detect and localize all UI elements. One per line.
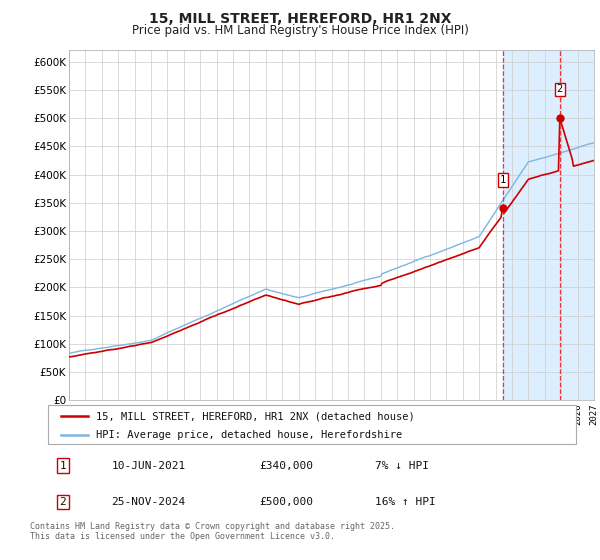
Text: £340,000: £340,000 (259, 460, 313, 470)
Text: 1: 1 (500, 175, 506, 185)
Text: 7% ↓ HPI: 7% ↓ HPI (376, 460, 430, 470)
Text: 10-JUN-2021: 10-JUN-2021 (112, 460, 185, 470)
Text: 16% ↑ HPI: 16% ↑ HPI (376, 497, 436, 507)
Text: 1: 1 (59, 460, 66, 470)
Text: Contains HM Land Registry data © Crown copyright and database right 2025.
This d: Contains HM Land Registry data © Crown c… (30, 522, 395, 542)
Text: £500,000: £500,000 (259, 497, 313, 507)
Text: HPI: Average price, detached house, Herefordshire: HPI: Average price, detached house, Here… (95, 430, 402, 440)
Text: 15, MILL STREET, HEREFORD, HR1 2NX (detached house): 15, MILL STREET, HEREFORD, HR1 2NX (deta… (95, 411, 414, 421)
Text: 25-NOV-2024: 25-NOV-2024 (112, 497, 185, 507)
Text: 15, MILL STREET, HEREFORD, HR1 2NX: 15, MILL STREET, HEREFORD, HR1 2NX (149, 12, 451, 26)
Text: Price paid vs. HM Land Registry's House Price Index (HPI): Price paid vs. HM Land Registry's House … (131, 24, 469, 37)
Text: 2: 2 (556, 85, 563, 95)
Bar (503, 50, 594, 400)
Text: 2: 2 (59, 497, 66, 507)
